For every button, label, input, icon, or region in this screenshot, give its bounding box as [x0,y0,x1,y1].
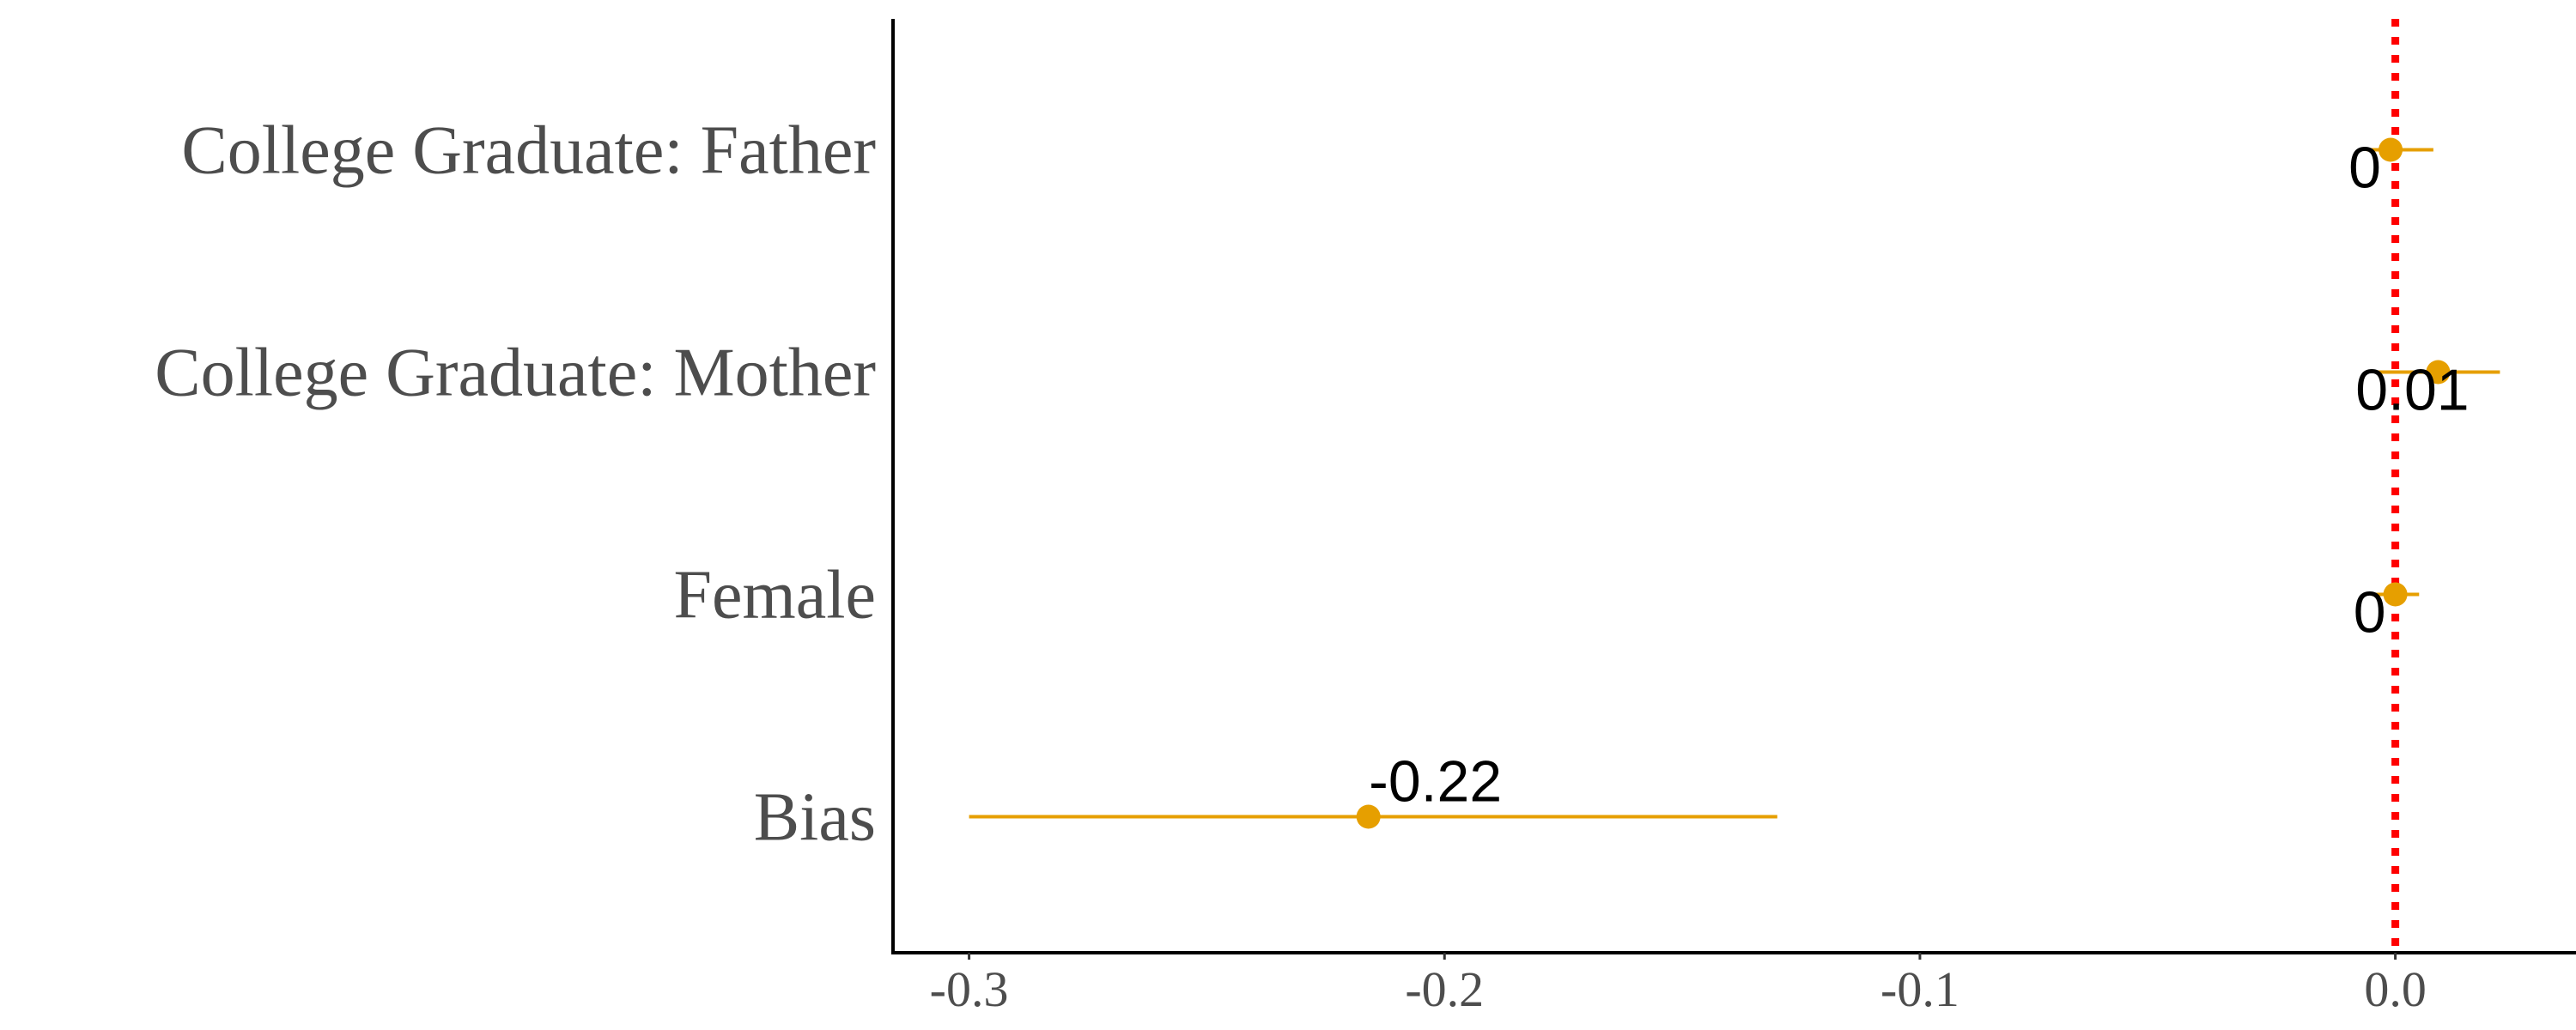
data-value-label: -0.22 [1369,749,1502,815]
estimate-point [2383,582,2408,607]
ci-lines [969,148,2500,819]
y-category-label: Female [674,558,876,633]
data-value-label: 0 [2348,136,2381,201]
estimate-point [2379,137,2403,162]
x-axis-ticks: -0.3 -0.2 -0.1 0.0 [930,953,2427,1017]
x-tick-label: -0.3 [930,961,1009,1017]
data-points [1356,137,2451,829]
y-axis-labels: College Graduate: Father College Graduate… [155,113,876,856]
estimate-point [1356,804,1381,829]
x-tick-label: 0.0 [2364,961,2427,1017]
x-tick-label: -0.1 [1880,961,1959,1017]
estimate-point [2426,360,2451,385]
data-value-label: 0.01 [2355,358,2469,423]
data-labels: 0 0.01 0 -0.22 [1369,136,2469,815]
y-category-label: Bias [754,780,876,856]
y-category-label: College Graduate: Mother [155,336,876,411]
x-tick-label: -0.2 [1405,961,1484,1017]
data-value-label: 0 [2354,580,2386,645]
y-category-label: College Graduate: Father [181,113,876,189]
